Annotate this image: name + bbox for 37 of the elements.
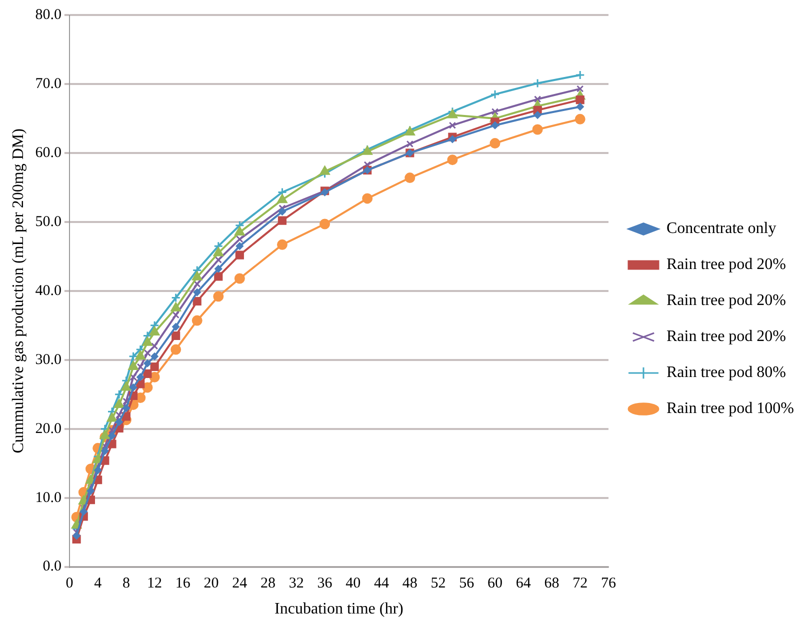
- x-tick-label: 20: [204, 576, 219, 592]
- x-tick-label: 0: [66, 576, 74, 592]
- legend-label: Rain tree pod 20%: [666, 292, 786, 310]
- y-tick-label: 20.0: [35, 420, 62, 437]
- x-tick-label: 32: [288, 576, 304, 592]
- x-tick-label: 36: [317, 576, 333, 592]
- x-tick-label: 72: [572, 576, 588, 592]
- x-tick-label: 24: [232, 576, 248, 592]
- x-tick-label: 16: [175, 576, 191, 592]
- y-tick-label: 70.0: [35, 76, 62, 92]
- y-tick-label: 50.0: [35, 214, 62, 230]
- x-tick-label: 4: [94, 576, 102, 592]
- x-tick-label: 52: [430, 576, 446, 592]
- y-tick-label: 80.0: [35, 6, 62, 23]
- x-tick-label: 76: [600, 576, 616, 592]
- x-tick-label: 44: [374, 576, 390, 592]
- y-tick-label: 40.0: [35, 282, 62, 299]
- legend-label: Rain tree pod 100%: [666, 400, 794, 418]
- legend-label: Concentrate only: [666, 220, 776, 238]
- x-tick-label: 40: [346, 576, 361, 592]
- x-tick-label: 68: [544, 576, 560, 592]
- y-tick-label: 0.0: [42, 558, 62, 575]
- y-tick-label: 10.0: [35, 490, 62, 506]
- x-tick-label: 56: [459, 576, 475, 592]
- x-tick-label: 48: [402, 576, 418, 592]
- legend-label: Rain tree pod 20%: [666, 328, 786, 346]
- x-tick-label: 8: [122, 576, 130, 592]
- x-tick-label: 12: [147, 576, 162, 592]
- y-tick-label: 30.0: [35, 352, 62, 368]
- legend-label: Rain tree pod 20%: [666, 256, 786, 274]
- x-tick-label: 60: [487, 576, 502, 592]
- y-tick-label: 60.0: [35, 144, 62, 161]
- legend-label: Rain tree pod 80%: [666, 364, 786, 382]
- x-axis-title: Incubation time (hr): [274, 600, 404, 618]
- x-tick-label: 28: [260, 576, 276, 592]
- x-tick-label: 64: [516, 576, 532, 592]
- y-axis-title: Cummulative gas production (mL per 200mg DM): [10, 128, 27, 454]
